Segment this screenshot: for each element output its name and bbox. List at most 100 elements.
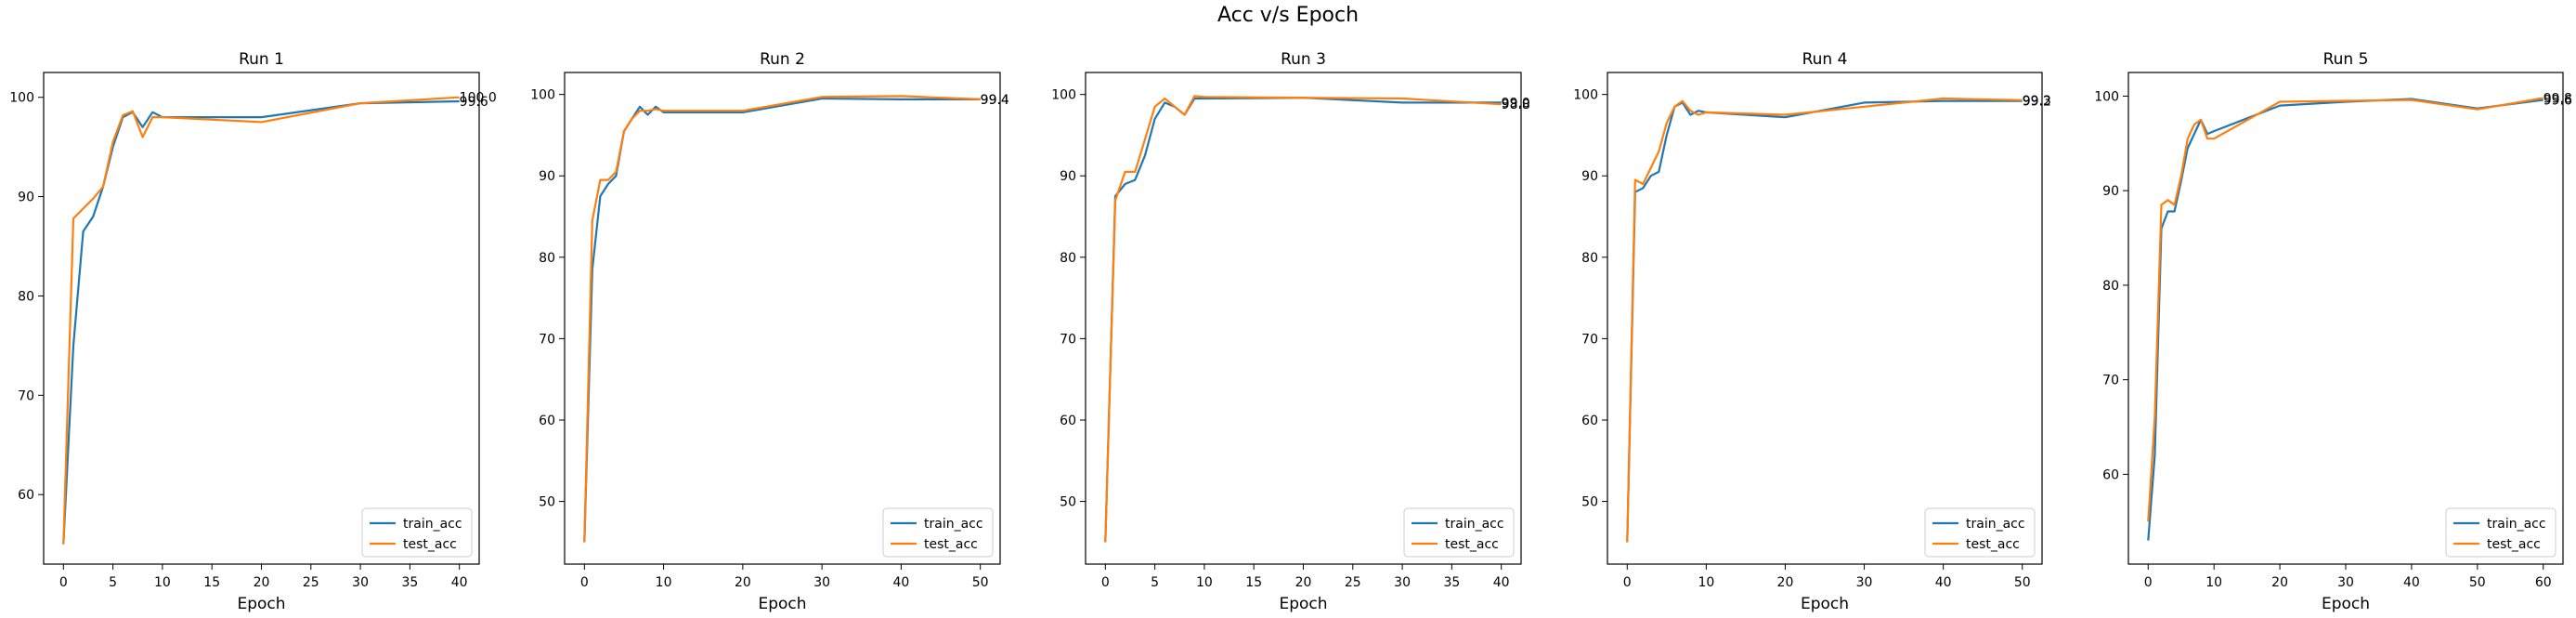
- legend: train_acc test_acc: [882, 507, 994, 558]
- y-tick-label: 70: [2102, 374, 2119, 388]
- axes-frame: [2127, 72, 2564, 565]
- y-tick-label: 90: [2102, 184, 2119, 199]
- x-tick-label: 10: [1698, 575, 1714, 590]
- y-tick-label: 90: [539, 169, 555, 184]
- y-tick-label: 80: [1581, 251, 1598, 266]
- subplot-title: Run 2: [760, 50, 805, 69]
- x-tick-label: 30: [813, 575, 830, 590]
- series-line-test_acc: [1626, 97, 2023, 543]
- x-tick-label: 5: [109, 575, 117, 590]
- end-value-label-train_acc: 99.4: [981, 93, 1009, 108]
- subplot-run-1: Run 1 0 5 10 15 20 25 30 35 40 60 70 80 90 100 Epoch 99.…: [9, 50, 497, 613]
- y-tick-label: 60: [18, 488, 34, 503]
- x-tick-label: 20: [1777, 575, 1794, 590]
- x-tick-label: 10: [2205, 575, 2222, 590]
- x-tick-label: 30: [1394, 575, 1411, 590]
- subplot-title: Run 4: [1802, 50, 1848, 69]
- x-tick-label: 50: [2014, 575, 2031, 590]
- y-tick-label: 90: [1060, 169, 1076, 184]
- end-value-label-test_acc: 100.0: [460, 91, 497, 106]
- end-value-label-train_acc: 99.0: [1502, 96, 1530, 111]
- series-line-test_acc: [583, 95, 981, 543]
- x-tick-label: 40: [1935, 575, 1952, 590]
- y-tick-label: 100: [1051, 88, 1076, 103]
- y-tick-label: 80: [1060, 251, 1076, 266]
- figure-suptitle: Acc v/s Epoch: [1216, 4, 1360, 27]
- subplot-run-2: Run 20 10 20 30 40 505060708090100Epoch99.499…: [530, 50, 1009, 613]
- series-line-train_acc: [583, 97, 981, 543]
- series-line-test_acc: [2147, 97, 2543, 522]
- y-tick-label: 100: [2094, 89, 2119, 104]
- x-tick-label: 40: [892, 575, 909, 590]
- legend-label-test_acc: test_acc: [2487, 537, 2541, 552]
- series-line-test_acc: [1104, 95, 1502, 543]
- legend-label-train_acc: train_acc: [1966, 517, 2025, 532]
- end-value-label-train_acc: 99.6: [2543, 94, 2572, 109]
- legend-label-train_acc: train_acc: [403, 517, 462, 532]
- legend-label-train_acc: train_acc: [1445, 517, 1504, 532]
- x-tick-label: 0: [1623, 575, 1632, 590]
- x-tick-label: 40: [1493, 575, 1510, 590]
- x-axis-label: Epoch: [758, 595, 806, 613]
- legend-label-test_acc: test_acc: [924, 537, 978, 552]
- x-axis-label: Epoch: [237, 595, 285, 613]
- x-axis-label: Epoch: [2322, 595, 2370, 613]
- x-tick-label: 60: [2535, 575, 2552, 590]
- x-tick-label: 20: [2271, 575, 2288, 590]
- end-value-label-test_acc: 99.3: [2023, 94, 2051, 109]
- x-tick-label: 20: [254, 575, 270, 590]
- x-tick-label: 10: [154, 575, 171, 590]
- x-tick-label: 30: [2337, 575, 2354, 590]
- y-tick-label: 70: [1581, 332, 1598, 347]
- legend-label-train_acc: train_acc: [924, 517, 983, 532]
- y-tick-label: 100: [9, 91, 34, 106]
- subplot-run-4: Run 4 0 10 20 30 40 50 50 60 70 80 90 100 Epoch 99.299…: [1573, 50, 2051, 613]
- end-value-label-test_acc: 99.8: [2543, 91, 2572, 106]
- end-value-label-train_acc: 99.2: [2023, 95, 2051, 110]
- y-tick-label: 80: [2102, 279, 2119, 294]
- series-line-test_acc: [62, 96, 460, 545]
- y-tick-label: 80: [539, 251, 555, 266]
- y-tick-label: 70: [18, 388, 34, 403]
- y-tick-label: 60: [2102, 467, 2119, 482]
- series-line-train_acc: [62, 99, 460, 545]
- y-tick-label: 60: [1060, 414, 1076, 428]
- y-tick-label: 70: [1060, 332, 1076, 347]
- legend-label-test_acc: test_acc: [1445, 537, 1499, 552]
- y-tick-label: 90: [1581, 169, 1598, 184]
- y-tick-label: 100: [530, 88, 555, 103]
- x-tick-label: 25: [1345, 575, 1361, 590]
- axes-frame: [43, 72, 480, 565]
- series-line-train_acc: [1626, 99, 2023, 543]
- x-tick-label: 10: [1196, 575, 1213, 590]
- series-line-train_acc: [2147, 98, 2543, 541]
- axes-frame: [564, 72, 1001, 565]
- y-tick-label: 60: [539, 414, 555, 428]
- y-tick-label: 70: [539, 332, 555, 347]
- x-tick-label: 40: [451, 575, 468, 590]
- subplot-run-3: Run 3 0 5 10 15 20 25 30 35 40 50 60 70 80 90 100 Epoch 9…: [1051, 50, 1530, 613]
- end-value-label-test_acc: 99.4: [981, 93, 1009, 108]
- y-tick-label: 60: [1581, 414, 1598, 428]
- legend: train_acc test_acc: [1403, 507, 1515, 558]
- x-tick-label: 40: [2403, 575, 2420, 590]
- y-tick-label: 90: [18, 191, 34, 205]
- x-tick-label: 15: [1245, 575, 1262, 590]
- x-tick-label: 5: [1151, 575, 1159, 590]
- y-tick-label: 50: [539, 495, 555, 510]
- subplot-title: Run 5: [2323, 50, 2369, 69]
- x-tick-label: 30: [1856, 575, 1873, 590]
- x-axis-label: Epoch: [1801, 595, 1849, 613]
- subplot-run-5: Run 5 0 10 20 30 40 50 60 60 70 80 90 100 Epoch 99.699…: [2094, 50, 2572, 613]
- x-tick-label: 35: [1443, 575, 1460, 590]
- legend-label-test_acc: test_acc: [1966, 537, 2020, 552]
- legend-label-test_acc: test_acc: [403, 537, 457, 552]
- x-tick-label: 0: [2144, 575, 2153, 590]
- x-tick-label: 30: [352, 575, 369, 590]
- y-tick-label: 80: [18, 289, 34, 304]
- x-axis-label: Epoch: [1279, 595, 1327, 613]
- x-tick-label: 20: [735, 575, 751, 590]
- y-tick-label: 50: [1581, 495, 1598, 510]
